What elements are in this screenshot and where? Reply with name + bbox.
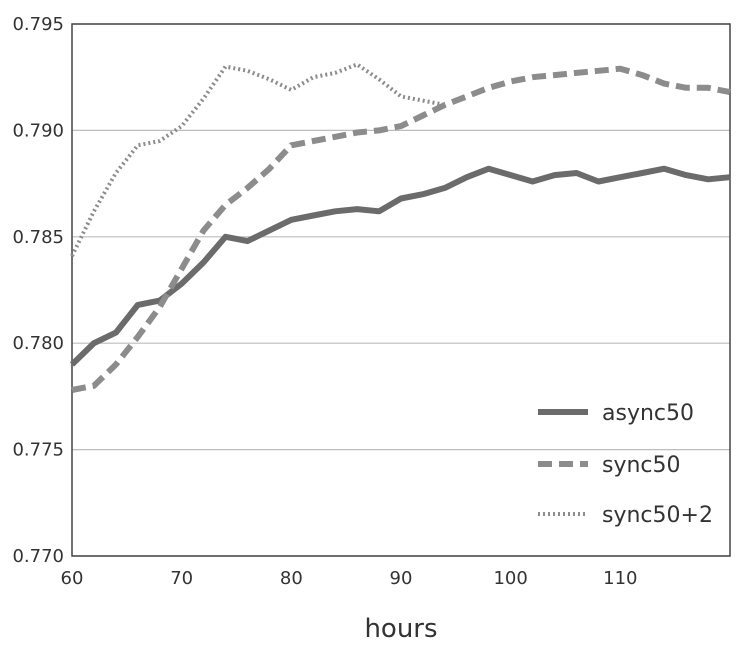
y-tick-label: 0.790 <box>12 120 64 141</box>
series-line-sync50-2 <box>70 62 446 257</box>
plot-frame <box>71 23 731 557</box>
x-tick-label: 80 <box>280 568 303 589</box>
y-tick-label: 0.775 <box>12 440 64 461</box>
x-tick-label: 90 <box>390 568 413 589</box>
series-line-sync50 <box>71 65 731 393</box>
x-tick-label: 110 <box>603 568 637 589</box>
y-tick-label: 0.770 <box>12 546 64 567</box>
x-tick-labels: 60 70 80 90 100 110 <box>61 568 638 589</box>
series-layer <box>69 62 731 393</box>
y-tick-label: 0.795 <box>12 14 64 35</box>
y-tick-label: 0.780 <box>12 333 64 354</box>
series-line-async50 <box>69 165 731 367</box>
y-tick-labels: 0.770 0.775 0.780 0.785 0.790 0.795 <box>12 14 64 567</box>
legend-label: sync50+2 <box>602 503 713 528</box>
legend-label: sync50 <box>602 453 681 478</box>
x-axis-label: hours <box>364 614 437 644</box>
x-tick-label: 60 <box>61 568 84 589</box>
legend-label: async50 <box>602 401 694 426</box>
x-tick-label: 100 <box>493 568 527 589</box>
y-tick-label: 0.785 <box>12 227 64 248</box>
x-tick-label: 70 <box>170 568 193 589</box>
legend: async50 sync50 sync50+2 <box>538 401 713 528</box>
